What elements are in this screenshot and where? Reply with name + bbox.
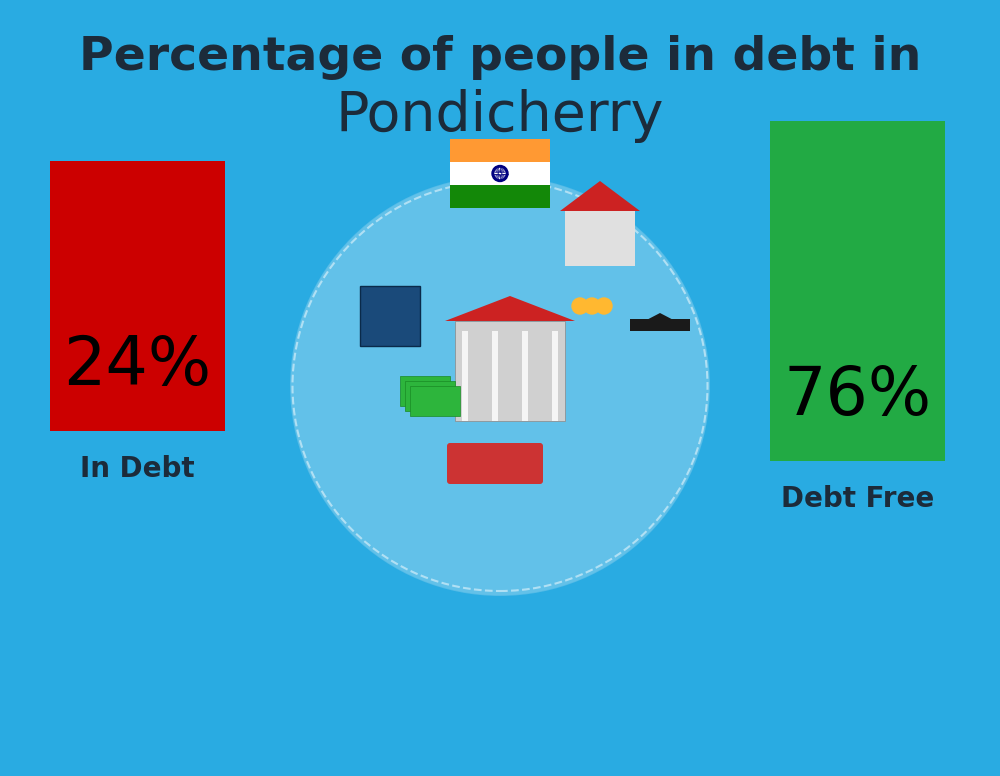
Ellipse shape <box>290 176 710 596</box>
FancyBboxPatch shape <box>630 319 690 331</box>
Text: Debt Free: Debt Free <box>781 485 934 513</box>
FancyBboxPatch shape <box>565 211 635 266</box>
Text: 24%: 24% <box>63 333 212 399</box>
Circle shape <box>492 165 508 182</box>
FancyBboxPatch shape <box>492 331 498 421</box>
FancyBboxPatch shape <box>522 331 528 421</box>
Circle shape <box>596 298 612 314</box>
Polygon shape <box>445 296 575 321</box>
Circle shape <box>584 298 600 314</box>
Text: 76%: 76% <box>783 363 932 429</box>
Text: In Debt: In Debt <box>80 455 195 483</box>
Circle shape <box>572 298 588 314</box>
Polygon shape <box>635 313 685 326</box>
FancyBboxPatch shape <box>462 331 468 421</box>
FancyBboxPatch shape <box>450 139 550 162</box>
Text: Pondicherry: Pondicherry <box>336 89 664 143</box>
FancyBboxPatch shape <box>455 321 565 421</box>
Polygon shape <box>560 181 640 211</box>
FancyBboxPatch shape <box>450 162 550 185</box>
FancyBboxPatch shape <box>552 331 558 421</box>
FancyBboxPatch shape <box>400 376 450 406</box>
FancyBboxPatch shape <box>770 121 945 461</box>
FancyBboxPatch shape <box>450 185 550 208</box>
FancyBboxPatch shape <box>405 381 455 411</box>
Circle shape <box>495 168 505 178</box>
FancyBboxPatch shape <box>50 161 225 431</box>
Text: Percentage of people in debt in: Percentage of people in debt in <box>79 36 921 81</box>
FancyBboxPatch shape <box>360 286 420 346</box>
FancyBboxPatch shape <box>410 386 460 416</box>
FancyBboxPatch shape <box>447 443 543 484</box>
